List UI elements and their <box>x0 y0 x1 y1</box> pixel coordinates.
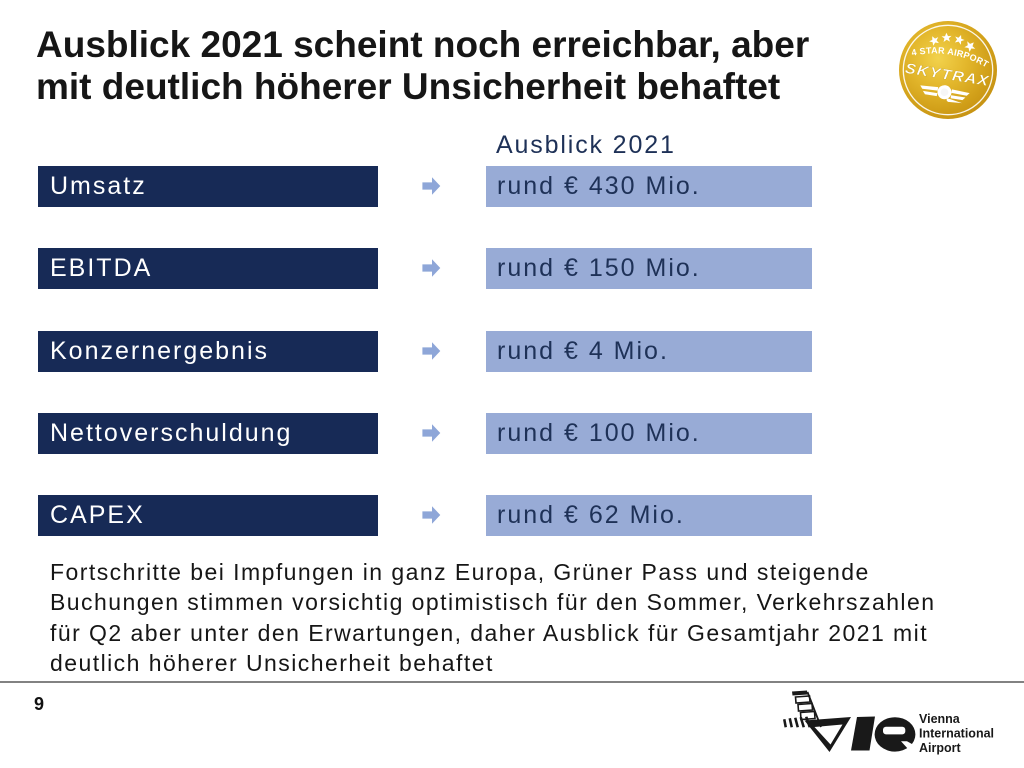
svg-text:Vienna: Vienna <box>919 712 961 726</box>
svg-text:Airport: Airport <box>919 741 962 755</box>
svg-text:International: International <box>919 727 994 741</box>
